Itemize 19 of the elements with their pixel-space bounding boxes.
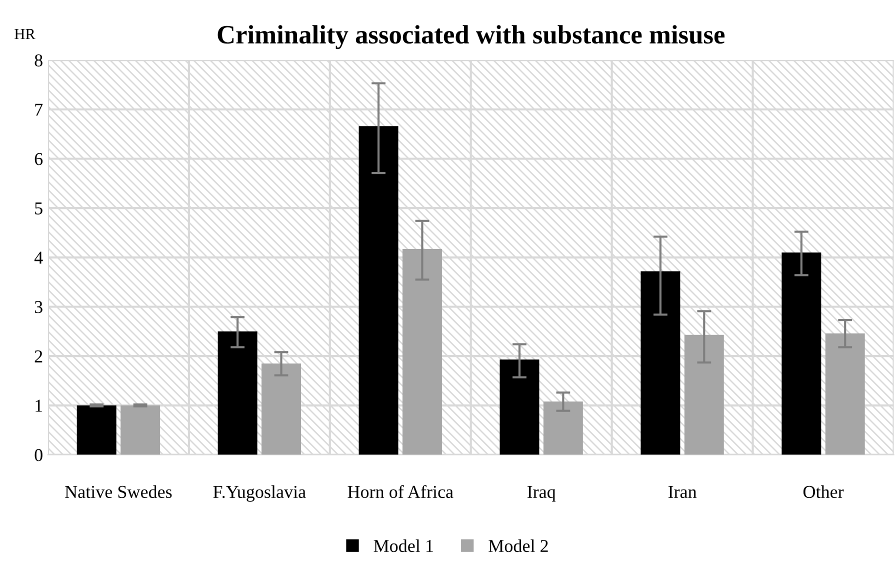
- y-tick-label: 3: [34, 301, 42, 314]
- y-tick-label: 5: [35, 202, 42, 215]
- y-tick-label: 2: [34, 350, 42, 362]
- chart-title: Criminality associated with substance misuse: [218, 25, 725, 50]
- y-tick-label: 0: [34, 448, 42, 462]
- legend-label: Model 2: [488, 539, 548, 552]
- legend-label: Model 1: [374, 539, 433, 552]
- y-axis-title: HR: [14, 29, 36, 40]
- x-tick-label: Iran: [668, 486, 697, 498]
- y-tick-label: 6: [34, 153, 43, 166]
- x-tick-label: Native Swedes: [65, 485, 172, 498]
- x-tick-label: Horn of Africa: [348, 485, 454, 498]
- y-tick-label: 1: [36, 400, 42, 412]
- y-tick-label: 4: [34, 252, 43, 264]
- y-tick-label: 7: [35, 104, 43, 116]
- y-tick-label: 8: [34, 54, 42, 66]
- x-tick-label: Iraq: [527, 486, 556, 502]
- x-tick-label: F.Yugoslavia: [213, 485, 306, 502]
- x-tick-label: Other: [803, 485, 844, 498]
